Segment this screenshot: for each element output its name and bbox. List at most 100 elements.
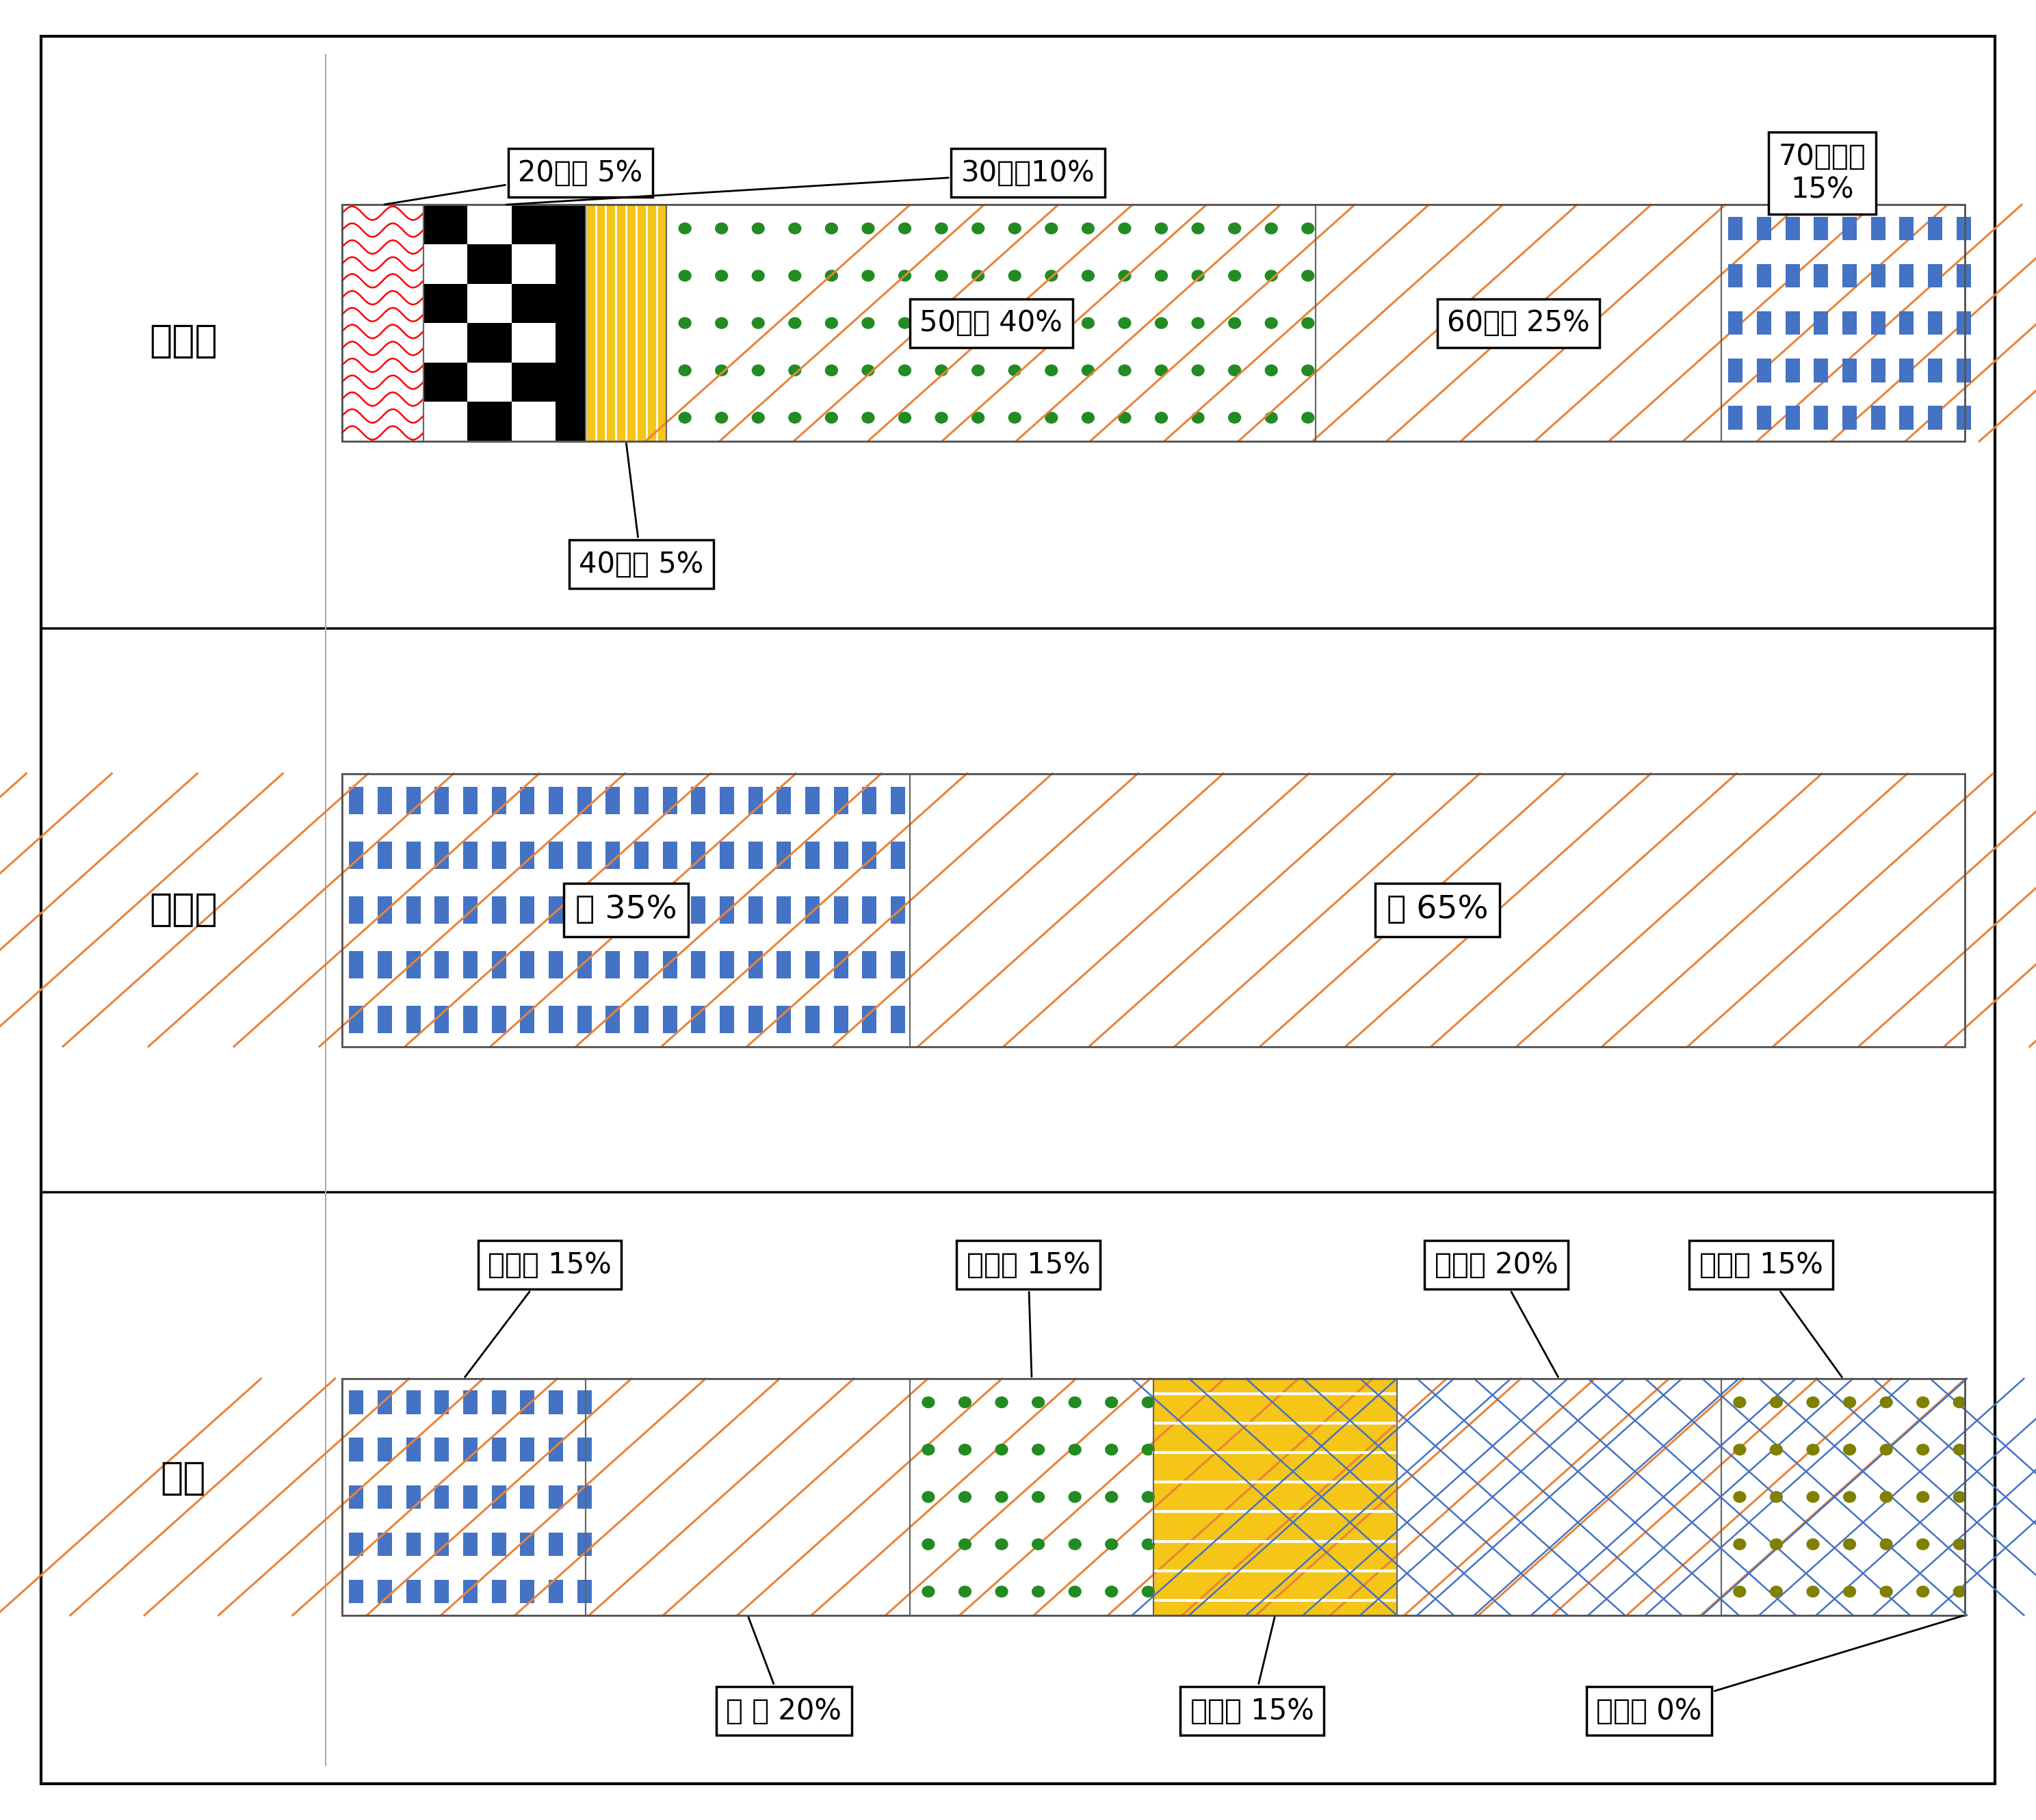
Circle shape: [1301, 411, 1313, 422]
Bar: [550, 841, 564, 868]
Bar: [806, 841, 821, 868]
Circle shape: [1843, 1492, 1855, 1503]
Bar: [342, 774, 910, 1046]
Circle shape: [788, 411, 800, 422]
Bar: [550, 1532, 564, 1556]
Bar: [350, 897, 364, 925]
Text: 宮前区 20%: 宮前区 20%: [1435, 1250, 1558, 1378]
Bar: [910, 774, 1965, 1046]
Circle shape: [715, 317, 727, 328]
Circle shape: [1264, 269, 1277, 280]
Bar: [1814, 217, 1828, 240]
Bar: [910, 1380, 1152, 1616]
Bar: [1814, 406, 1828, 430]
Circle shape: [861, 269, 873, 280]
Circle shape: [1008, 269, 1020, 280]
Circle shape: [1154, 364, 1167, 375]
Circle shape: [1069, 1585, 1081, 1598]
Circle shape: [1769, 1492, 1781, 1503]
Bar: [778, 897, 792, 925]
Circle shape: [715, 411, 727, 422]
Bar: [892, 950, 906, 979]
Circle shape: [1301, 364, 1313, 375]
Bar: [436, 1485, 450, 1509]
Text: 多摩区 0%: 多摩区 0%: [1596, 1616, 1963, 1725]
Bar: [493, 1005, 507, 1032]
Circle shape: [1953, 1538, 1965, 1551]
Bar: [493, 1532, 507, 1556]
Bar: [342, 204, 423, 440]
Circle shape: [971, 364, 983, 375]
Circle shape: [1879, 1538, 1891, 1551]
Text: 川崎区 15%: 川崎区 15%: [464, 1250, 611, 1378]
Circle shape: [1069, 1445, 1081, 1456]
Circle shape: [1191, 269, 1203, 280]
Bar: [1928, 406, 1942, 430]
Bar: [550, 950, 564, 979]
Bar: [578, 1438, 592, 1461]
Circle shape: [1733, 1445, 1745, 1456]
Circle shape: [1142, 1398, 1154, 1409]
Circle shape: [678, 364, 690, 375]
Bar: [379, 841, 393, 868]
Circle shape: [715, 364, 727, 375]
Bar: [521, 786, 535, 815]
Circle shape: [1769, 1445, 1781, 1456]
Circle shape: [678, 269, 690, 280]
Bar: [1957, 406, 1971, 430]
Bar: [407, 1485, 421, 1509]
Circle shape: [825, 317, 837, 328]
Circle shape: [1191, 364, 1203, 375]
Circle shape: [1916, 1398, 1928, 1409]
Bar: [521, 1580, 535, 1603]
Circle shape: [1044, 317, 1057, 328]
Circle shape: [861, 317, 873, 328]
Bar: [1786, 311, 1800, 335]
Circle shape: [922, 1585, 935, 1598]
Bar: [1871, 359, 1885, 382]
Bar: [464, 1485, 478, 1509]
Circle shape: [1879, 1492, 1891, 1503]
Bar: [692, 841, 706, 868]
Bar: [350, 786, 364, 815]
Text: 女 65%: 女 65%: [1387, 895, 1488, 925]
Text: 年代別: 年代別: [149, 322, 218, 360]
Circle shape: [1228, 317, 1240, 328]
Circle shape: [1264, 411, 1277, 422]
Bar: [464, 1390, 478, 1414]
Bar: [1729, 359, 1743, 382]
Circle shape: [935, 364, 947, 375]
Circle shape: [861, 411, 873, 422]
Bar: [1729, 406, 1743, 430]
Bar: [464, 897, 478, 925]
Bar: [892, 897, 906, 925]
Bar: [464, 1532, 478, 1556]
Circle shape: [971, 411, 983, 422]
Circle shape: [1081, 411, 1093, 422]
Circle shape: [1118, 317, 1130, 328]
Bar: [664, 897, 678, 925]
Bar: [468, 284, 511, 324]
Circle shape: [1044, 364, 1057, 375]
Bar: [521, 897, 535, 925]
Circle shape: [1953, 1398, 1965, 1409]
Circle shape: [1154, 269, 1167, 280]
Circle shape: [959, 1398, 971, 1409]
Bar: [1152, 1380, 1397, 1616]
Text: 麻生区 15%: 麻生区 15%: [1700, 1250, 1843, 1378]
Bar: [1786, 406, 1800, 430]
Circle shape: [1081, 364, 1093, 375]
Text: 20歳代 5%: 20歳代 5%: [385, 158, 643, 204]
Bar: [436, 786, 450, 815]
Bar: [607, 1005, 621, 1032]
Circle shape: [1916, 1492, 1928, 1503]
Circle shape: [1008, 364, 1020, 375]
Bar: [407, 897, 421, 925]
Bar: [407, 950, 421, 979]
Circle shape: [1733, 1398, 1745, 1409]
Bar: [464, 1005, 478, 1032]
Bar: [436, 1580, 450, 1603]
Circle shape: [1733, 1585, 1745, 1598]
Bar: [407, 1580, 421, 1603]
Bar: [863, 897, 878, 925]
